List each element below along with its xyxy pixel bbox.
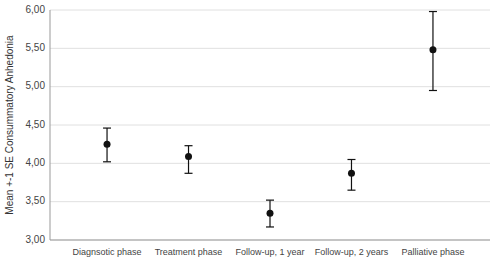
mean-point [185,153,192,160]
x-tick-label: Follow-up, 1 year [235,247,304,257]
error-bar [429,12,437,91]
y-tick-label: 4,00 [26,157,46,168]
error-bar-cap-upper [266,200,274,201]
error-bar-cap-upper [185,145,193,146]
grid-line [50,163,490,164]
y-ticks: 3,00 3,50 4,00 4,50 5,00 5,50 6,00 [26,4,46,245]
y-axis-line [50,10,51,240]
y-tick-label: 3,50 [26,195,46,206]
y-axis-label: Mean +-1 SE Consummatory Anhedonia [4,35,15,215]
error-bar-cap-upper [103,127,111,128]
y-tick-label: 4,50 [26,119,46,130]
chart-container: 3,00 3,50 4,00 4,50 5,00 5,50 6,00 Diagnsotic p… [0,0,500,274]
grid-line [50,48,490,49]
error-bar-cap-upper [347,159,355,160]
y-tick-label: 6,00 [26,4,46,15]
mean-point [348,170,355,177]
error-bar-cap-lower [266,226,274,227]
error-bar [266,200,274,227]
mean-point [104,141,111,148]
error-bar [103,128,111,162]
error-bar [185,146,193,174]
grid-line [50,10,490,11]
error-bar-cap-lower [429,90,437,91]
mean-point [267,210,274,217]
marks [103,12,437,227]
grid-line [50,125,490,126]
error-bar [347,160,355,191]
x-axis-line [50,240,490,241]
x-ticks: Diagnsotic phase Treatment phase Follow-up… [73,247,465,257]
grid [50,10,490,240]
grid-line [50,240,490,241]
error-bar-cap-lower [103,161,111,162]
mean-point [429,46,436,53]
x-tick-label: Treatment phase [155,247,223,257]
error-bar-cap-lower [185,173,193,174]
y-tick-label: 5,50 [26,42,46,53]
x-tick-label: Diagnsotic phase [73,247,142,257]
y-tick-label: 3,00 [26,234,46,245]
grid-line [50,86,490,87]
y-tick-label: 5,00 [26,80,46,91]
error-bar-cap-lower [347,190,355,191]
x-tick-label: Palliative phase [401,247,464,257]
chart: 3,00 3,50 4,00 4,50 5,00 5,50 6,00 Diagnsotic p… [0,0,500,274]
error-bar-cap-upper [429,11,437,12]
x-tick-label: Follow-up, 2 years [315,247,389,257]
